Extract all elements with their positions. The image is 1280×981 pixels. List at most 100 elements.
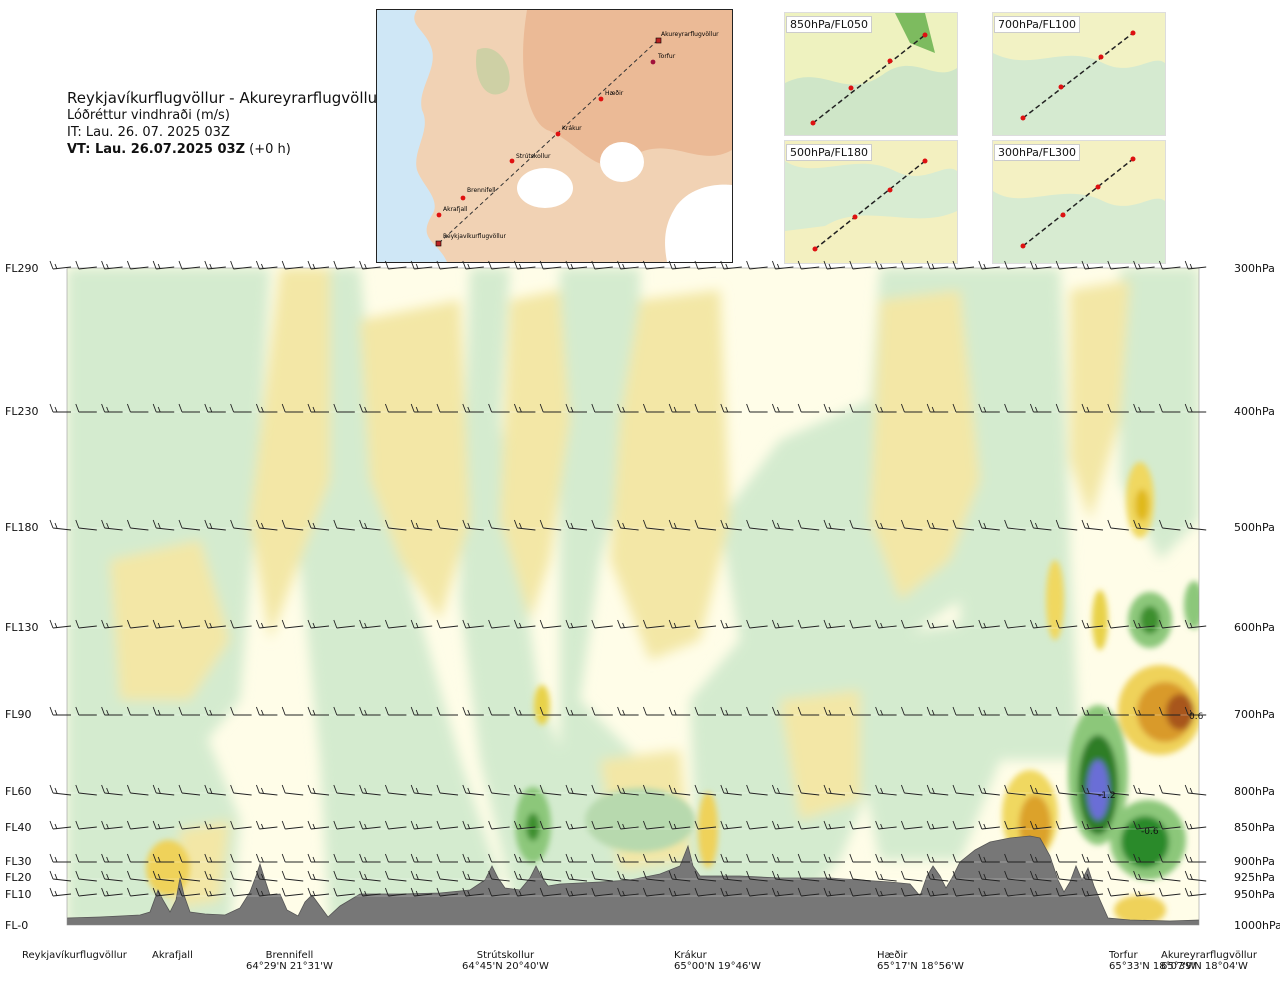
wind-barb	[1081, 887, 1104, 897]
fl-label-fl130: FL130	[5, 621, 39, 634]
wind-barb	[797, 870, 820, 882]
wind-barb	[255, 706, 278, 716]
wind-barb	[49, 619, 72, 629]
wind-barb	[255, 619, 278, 629]
wind-barb	[978, 260, 1000, 270]
wind-barb	[436, 706, 458, 716]
wind-barb	[771, 519, 794, 531]
wind-barb	[333, 784, 355, 796]
wind-barb	[1107, 260, 1129, 270]
wind-barb	[1133, 619, 1155, 629]
wind-barb	[952, 706, 974, 716]
location-coord: 64°29'N 21°31'W	[246, 961, 333, 972]
wind-barb	[1081, 706, 1103, 716]
hpa-label-850: 850hPa	[1234, 821, 1275, 834]
wind-barb	[75, 784, 97, 796]
wind-barb	[359, 887, 381, 897]
wind-barb	[126, 887, 149, 897]
lowland-area	[476, 48, 510, 95]
wind-barb	[384, 870, 407, 882]
wind-barb	[75, 853, 97, 863]
location-akrafjall: Akrafjall	[152, 950, 193, 961]
wind-barb	[591, 619, 613, 629]
fl-label-fl180: FL180	[5, 521, 39, 534]
wind-barb	[49, 519, 72, 531]
wind-barb	[875, 619, 897, 629]
wind-barb	[255, 853, 278, 863]
wind-barb	[875, 853, 897, 863]
wind-barb	[49, 870, 72, 882]
wind-barb	[668, 260, 691, 270]
wind-barb	[978, 706, 1000, 716]
wind-barb	[230, 870, 252, 882]
wind-barb	[668, 870, 691, 882]
wind-barb	[462, 853, 484, 863]
wind-barb	[720, 887, 742, 897]
wind-barb	[1133, 853, 1155, 863]
panel-500-label: 500hPa/FL180	[786, 144, 873, 161]
wind-barb	[1004, 820, 1026, 830]
wind-barb	[333, 403, 355, 413]
wind-barb	[49, 706, 71, 716]
wind-barb	[539, 519, 562, 531]
wind-barb	[1158, 403, 1181, 413]
panel-700-drawing	[993, 13, 1165, 135]
wind-barb	[152, 820, 175, 830]
wind-barb	[926, 784, 949, 796]
location-name: Reykjavíkurflugvöllur	[22, 950, 127, 961]
wind-barb	[720, 820, 742, 830]
wind-barb	[230, 784, 252, 796]
wind-barb	[1004, 519, 1026, 531]
wind-barb	[255, 519, 278, 531]
wind-barb	[101, 403, 123, 413]
wind-barb	[410, 853, 433, 863]
wind-barb	[823, 619, 846, 629]
wind-barb	[49, 260, 72, 270]
wind-barb	[178, 820, 201, 830]
wind-barb	[591, 870, 613, 882]
wind-barb	[204, 820, 226, 830]
wind-barb	[178, 706, 200, 716]
fl-label-fl10: FL10	[5, 888, 32, 901]
wind-barb	[513, 784, 536, 796]
wind-barb	[694, 403, 716, 413]
wind-barb	[900, 619, 923, 629]
wind-barb	[1133, 887, 1155, 897]
wind-barb	[797, 403, 820, 413]
wind-barb	[771, 619, 794, 629]
wind-barb	[1158, 853, 1181, 863]
wind-barb	[875, 887, 897, 897]
wind-barb	[642, 260, 665, 270]
wind-barb	[204, 853, 226, 863]
wind-barb	[823, 870, 846, 882]
wind-barb	[178, 403, 200, 413]
wind-barb	[436, 403, 458, 413]
wind-barb	[642, 887, 665, 897]
hpa-label-600: 600hPa	[1234, 621, 1275, 634]
wind-barb	[694, 887, 717, 897]
wind-barb	[771, 706, 794, 716]
wind-barb	[1107, 619, 1129, 629]
wind-barb	[565, 820, 588, 830]
wind-barb	[359, 260, 381, 270]
wind-barb	[952, 519, 975, 531]
location-name: Brennifell	[265, 950, 314, 961]
wind-barb	[126, 870, 149, 882]
wind-barb	[281, 403, 304, 413]
wind-barb	[307, 887, 330, 897]
wind-barb	[797, 820, 820, 830]
panel-500-drawing	[785, 141, 957, 263]
wind-barb	[1158, 706, 1181, 716]
wind-barb	[513, 403, 536, 413]
hpa-label-300: 300hPa	[1234, 262, 1275, 275]
wind-barb	[720, 870, 742, 882]
wind-barb	[126, 784, 149, 796]
wind-barb	[410, 820, 433, 830]
wind-barb	[823, 784, 846, 796]
wind-barb	[204, 519, 226, 531]
wind-barb	[75, 519, 97, 531]
wind-barb	[642, 706, 665, 716]
wind-barb	[746, 260, 768, 270]
route-map-drawing: Akureyrarflugvöllur Torfur Hæðir Krákur …	[414, 10, 732, 262]
